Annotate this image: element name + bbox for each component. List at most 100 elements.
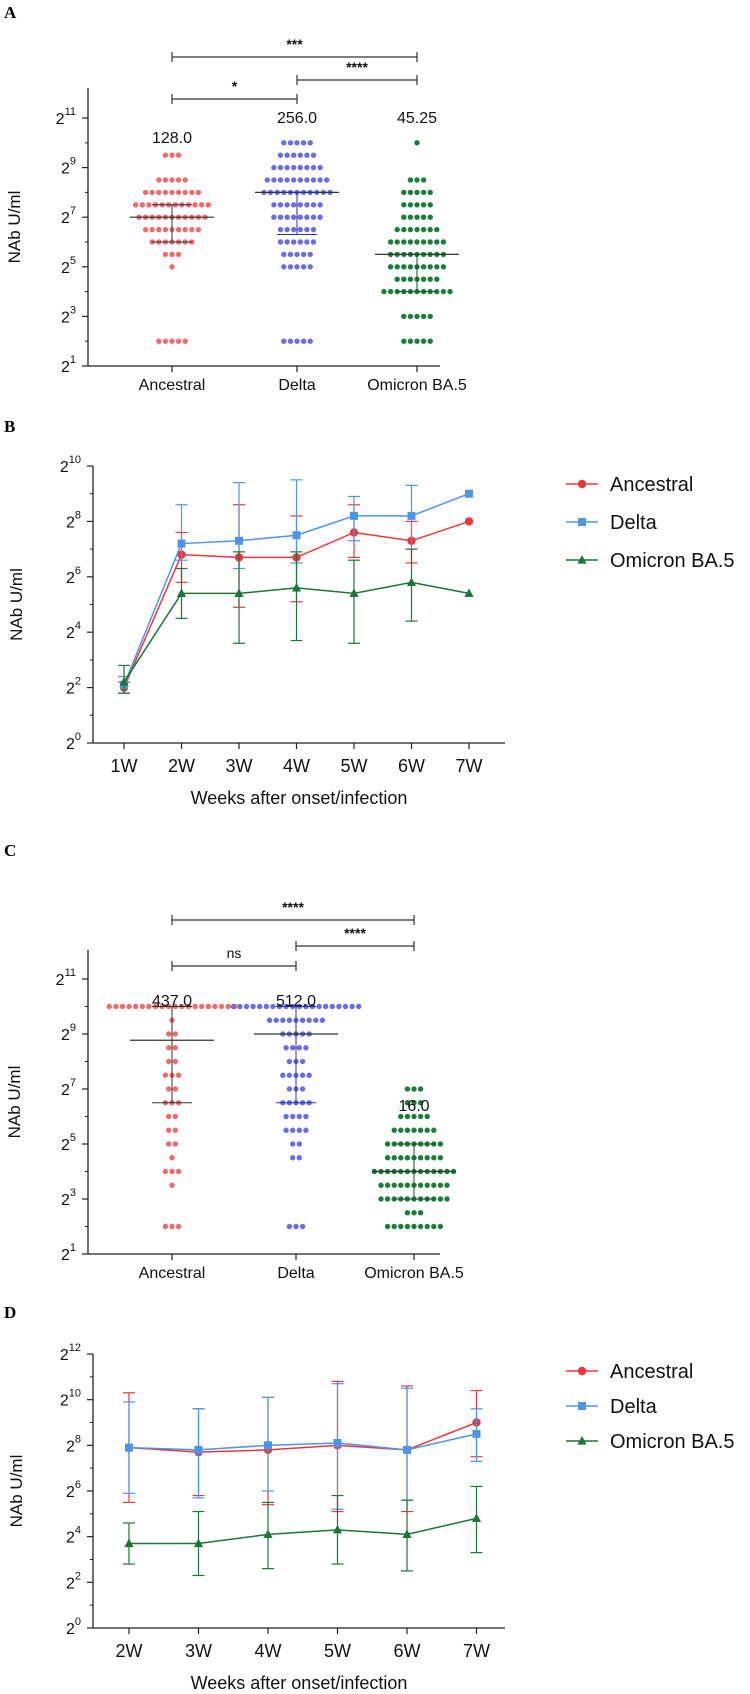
x-tick-label-1w: 1W: [111, 756, 138, 776]
data-point-omicron-ba-5: [414, 226, 420, 233]
data-point-delta: [329, 1003, 335, 1010]
y-tick-label: 24: [66, 620, 81, 642]
data-point-delta: [291, 214, 297, 220]
data-point-ancestral: [195, 189, 202, 196]
data-point-delta: [310, 239, 317, 245]
data-point-omicron-ba-5: [440, 264, 447, 270]
data-point-omicron-ba-5: [417, 1127, 424, 1133]
y-tick-label: 211: [56, 967, 76, 989]
y-tick-label: 28: [66, 1433, 81, 1455]
data-point-delta: [291, 164, 297, 171]
data-point-omicron-ba-5: [434, 264, 440, 270]
data-point-ancestral: [162, 189, 169, 196]
data-point-ancestral: [175, 338, 182, 344]
data-point-omicron-ba-5: [420, 189, 427, 196]
x-axis-title: Weeks after onset/infection: [191, 788, 408, 808]
data-point-delta: [336, 1003, 342, 1010]
data-point-omicron-ba-5: [424, 1127, 430, 1133]
data-point-ancestral: [166, 1127, 172, 1133]
marker-delta: [235, 536, 243, 545]
marker-delta: [403, 1445, 411, 1454]
legend: Ancestral Delta Omicron BA.5: [566, 1361, 734, 1453]
data-point-ancestral: [146, 1003, 152, 1010]
significance-label: ****: [346, 59, 368, 75]
data-point-ancestral: [182, 189, 188, 196]
marker-omicron-ba-5: [291, 582, 302, 592]
data-point-ancestral: [172, 1086, 178, 1092]
data-point-ancestral: [175, 1168, 182, 1175]
data-point-delta: [303, 1045, 309, 1051]
data-point-delta: [324, 177, 330, 183]
y-axis-label: NAb U/ml: [5, 191, 24, 264]
y-tick-label: 212: [60, 1342, 81, 1364]
data-point-omicron-ba-5: [414, 338, 420, 344]
data-point-omicron-ba-5: [411, 1223, 417, 1230]
marker-delta: [465, 489, 473, 498]
data-point-delta: [280, 1072, 286, 1078]
data-point-ancestral: [162, 226, 169, 233]
data-point-omicron-ba-5: [404, 1113, 411, 1120]
y-tick-label: 24: [66, 1525, 81, 1547]
data-point-omicron-ba-5: [404, 1086, 411, 1092]
x-tick-label-3w: 3W: [185, 1641, 212, 1661]
data-point-ancestral: [166, 1045, 172, 1051]
data-point-delta: [271, 164, 277, 171]
data-point-delta: [297, 177, 303, 183]
data-point-delta: [342, 1003, 349, 1010]
marker-omicron-ba-5: [119, 677, 129, 686]
data-point-omicron-ba-5: [414, 239, 420, 245]
data-point-omicron-ba-5: [427, 276, 433, 282]
data-point-ancestral: [199, 202, 205, 208]
data-point-ancestral: [142, 226, 149, 233]
data-point-ancestral: [162, 1072, 169, 1078]
data-point-omicron-ba-5: [420, 202, 427, 208]
data-point-ancestral: [166, 1141, 172, 1147]
data-point-ancestral: [169, 1223, 175, 1230]
panel-a-dot-plot: 21 23 25 27 29 211 NAb U/ml Ancestral 128.0 Delta…: [5, 36, 467, 394]
y-tick-label: 211: [56, 106, 76, 128]
data-point-delta: [230, 1003, 236, 1010]
panel-letter-b: B: [4, 417, 15, 436]
data-point-delta: [303, 1127, 309, 1133]
data-point-delta: [237, 1003, 243, 1010]
data-point-delta: [283, 1127, 289, 1133]
marker-omicron-ba-5: [176, 588, 187, 598]
data-point-omicron-ba-5: [420, 177, 427, 183]
data-point-ancestral: [149, 226, 155, 233]
data-point-delta: [300, 251, 307, 258]
y-axis-label: NAb U/ml: [7, 1455, 26, 1528]
data-point-delta: [294, 251, 300, 258]
data-point-ancestral: [169, 338, 175, 344]
legend-label-omicron-ba-5: Omicron BA.5: [610, 1431, 734, 1453]
data-point-ancestral: [139, 202, 145, 208]
data-point-delta: [297, 226, 303, 233]
data-point-omicron-ba-5: [404, 1210, 411, 1216]
data-point-delta: [284, 202, 290, 208]
y-tick-label: 23: [61, 1187, 76, 1209]
data-point-omicron-ba-5: [378, 1196, 384, 1202]
data-point-delta: [307, 338, 313, 344]
data-point-omicron-ba-5: [407, 313, 414, 320]
data-point-ancestral: [169, 251, 175, 258]
data-point-delta: [356, 1003, 362, 1010]
y-tick-label: 20: [66, 731, 81, 753]
data-point-omicron-ba-5: [437, 1182, 444, 1188]
data-point-omicron-ba-5: [414, 313, 420, 320]
data-point-delta: [294, 338, 300, 344]
data-point-ancestral: [175, 226, 182, 233]
data-point-delta: [299, 1058, 306, 1065]
data-point-delta: [299, 1223, 306, 1230]
data-point-ancestral: [175, 177, 182, 183]
data-point-delta: [349, 1003, 355, 1010]
data-point-delta: [304, 202, 310, 208]
data-point-omicron-ba-5: [394, 226, 400, 233]
data-point-delta: [297, 164, 303, 171]
data-point-ancestral: [189, 226, 195, 233]
data-point-delta: [291, 202, 297, 208]
x-axis-title: Weeks after onset/infection: [191, 1673, 408, 1693]
panel-b-line-chart: 20 22 24 26 28 210 NAb U/ml 1W 2W 3W 4W 5W 6W 7W Weeks…: [7, 454, 734, 808]
data-point-omicron-ba-5: [417, 1210, 424, 1216]
series-ancestral: [123, 1380, 483, 1513]
data-point-omicron-ba-5: [404, 1223, 411, 1230]
